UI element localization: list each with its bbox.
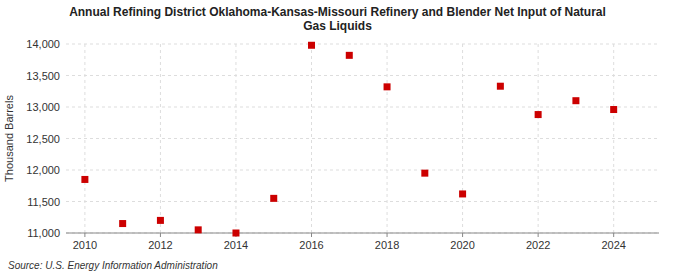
point [421, 170, 428, 177]
point [572, 97, 579, 104]
x-tick [311, 233, 312, 237]
grid-line-x [84, 44, 85, 233]
y-axis-label: Thousand Barrels [3, 95, 15, 182]
x-tick-label: 2012 [148, 239, 172, 251]
grid-line-x [235, 44, 236, 233]
point [459, 190, 466, 197]
y-tick-label: 12,500 [26, 133, 60, 145]
grid-line-x [387, 44, 388, 233]
grid-line-y [66, 138, 659, 139]
y-tick-label: 11,000 [27, 227, 60, 239]
chart: Annual Refining District Oklahoma-Kansas… [0, 0, 675, 275]
grid-line-y [66, 75, 659, 76]
points [81, 42, 617, 237]
x-tick-label: 2018 [375, 239, 399, 251]
y-tick-label: 13,000 [26, 101, 60, 113]
x-tick [462, 233, 463, 237]
grid-line-y [66, 170, 659, 171]
point [232, 230, 239, 237]
y-ticks: 11,000 11,500 12,000 12,500 13,000 13,500 14,0… [26, 38, 60, 239]
y-tick-label: 14,000 [26, 38, 60, 50]
point [81, 176, 88, 183]
x-axis-line [66, 233, 659, 234]
point [497, 83, 504, 90]
x-tick-label: 2022 [526, 239, 550, 251]
x-tick-label: 2014 [224, 239, 248, 251]
x-tick-label: 2024 [601, 239, 625, 251]
grid-line-y [66, 201, 659, 202]
point [119, 220, 126, 227]
x-tick [613, 233, 614, 237]
grid-line-x [462, 44, 463, 233]
grid-line-x [538, 44, 539, 233]
grid-line-y [66, 233, 659, 234]
y-tick-label: 11,500 [27, 196, 60, 208]
grid-line-y [66, 107, 659, 108]
x-tick [84, 233, 85, 237]
source: Source: U.S. Energy Information Administ… [8, 260, 218, 271]
grid [66, 44, 659, 233]
point [195, 226, 202, 233]
grid-line-x [160, 44, 161, 233]
x-tick [538, 233, 539, 237]
y-tick-label: 12,000 [26, 164, 60, 176]
x-tick-label: 2016 [299, 239, 323, 251]
point [157, 217, 164, 224]
x-tick [387, 233, 388, 237]
point [308, 42, 315, 49]
grid-line-y [66, 44, 659, 45]
point [346, 52, 353, 59]
x-tick-label: 2020 [450, 239, 474, 251]
y-tick-label: 13,500 [26, 70, 60, 82]
title: Annual Refining District Oklahoma-Kansas… [69, 5, 606, 33]
x-tick-label: 2010 [73, 239, 97, 251]
point [535, 111, 542, 118]
point [270, 195, 277, 202]
x-ticks: 2010 2012 2014 2016 2018 2020 2022 2024 [73, 233, 626, 251]
x-tick [160, 233, 161, 237]
grid-line-x [613, 44, 614, 233]
grid-line-x [311, 44, 312, 233]
point [384, 83, 391, 90]
point [610, 106, 617, 113]
